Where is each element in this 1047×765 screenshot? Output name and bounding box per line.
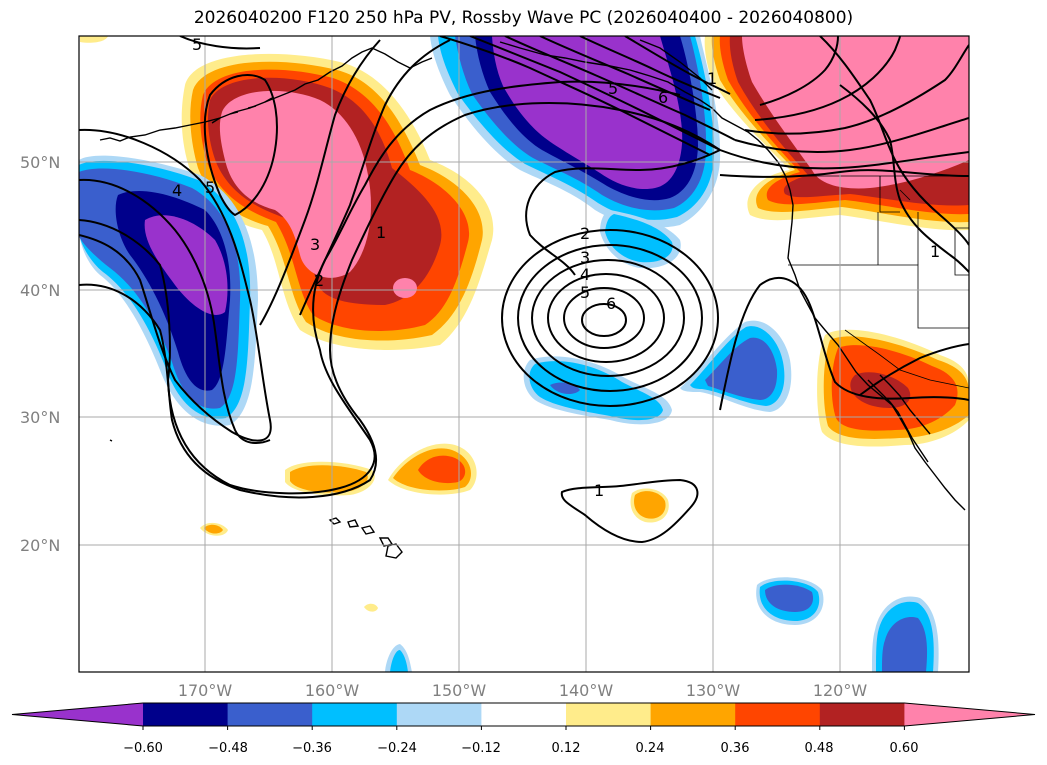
longitude-labels: 170°W 160°W 150°W 140°W 130°W 120°W	[178, 681, 868, 700]
lon-label: 170°W	[178, 681, 233, 700]
map-title: 2026040200 F120 250 hPa PV, Rossby Wave …	[193, 8, 854, 28]
country-borders	[788, 175, 969, 389]
pv-contours	[79, 36, 969, 544]
colorbar-tick-label: 0.60	[890, 741, 919, 756]
contour-label: 4	[580, 265, 590, 284]
lat-label: 30°N	[20, 408, 60, 427]
contour-label: 6	[658, 88, 668, 107]
lon-label: 130°W	[686, 681, 741, 700]
negative-anomaly-south	[385, 577, 939, 672]
colorbar-segment	[312, 703, 398, 726]
colorbar-tick-label: 0.36	[721, 741, 750, 756]
colorbar-tick-label: −0.24	[377, 741, 417, 756]
positive-anomaly-west-pacific	[181, 53, 494, 350]
colorbar-tick-labels: −0.60 −0.48 −0.36 −0.24 −0.12 0.12 0.24 …	[123, 741, 918, 756]
colorbar-tick-label: 0.24	[636, 741, 665, 756]
map-frame	[78, 35, 970, 673]
map-layers: 5 5 5 6 1 4 3 2 1 2 3 4 5 6 1 1	[79, 35, 969, 672]
colorbar-extend-high	[904, 703, 1035, 726]
colorbar-tick-label: 0.48	[805, 741, 834, 756]
lon-label: 160°W	[305, 681, 360, 700]
contour-label: 3	[310, 235, 320, 254]
contour-label: 2	[314, 271, 324, 290]
contour-label: 4	[172, 181, 182, 200]
contour-label: 1	[930, 242, 940, 261]
lon-label: 140°W	[559, 681, 614, 700]
gridlines	[79, 36, 969, 672]
colorbar-segment	[566, 703, 652, 726]
contour-label: 5	[608, 79, 618, 98]
contour-label: 3	[580, 248, 590, 267]
lat-label: 50°N	[20, 153, 60, 172]
colorbar-tick-label: 0.12	[552, 741, 581, 756]
colorbar-segment	[227, 703, 313, 726]
contour-label: 6	[606, 294, 616, 313]
lat-label: 20°N	[20, 536, 60, 555]
lat-label: 40°N	[20, 281, 60, 300]
colorbar-segment	[735, 703, 821, 726]
colorbar-tick-label: −0.36	[292, 741, 332, 756]
colorbar-segment	[650, 703, 736, 726]
contour-label: 2	[580, 224, 590, 243]
colorbar-segment	[819, 703, 905, 726]
contour-label: 5	[205, 178, 215, 197]
colorbar-tick-label: −0.12	[461, 741, 501, 756]
contour-label: 1	[376, 223, 386, 242]
contour-label: 1	[594, 481, 604, 500]
colorbar-segment	[396, 703, 482, 726]
contour-label: 1	[707, 69, 717, 88]
lon-label: 120°W	[813, 681, 868, 700]
colorbar-tick-label: −0.60	[123, 741, 163, 756]
colorbar-segment	[143, 703, 229, 726]
negative-anomaly-north-central	[430, 36, 721, 269]
contour-label: 5	[192, 35, 202, 54]
contour-label: 5	[580, 283, 590, 302]
colorbar	[11, 702, 1036, 730]
colorbar-tick-label: −0.48	[208, 741, 248, 756]
contour-labels: 5 5 5 6 1 4 3 2 1 2 3 4 5 6 1 1	[172, 35, 940, 500]
colorbar-segment	[481, 703, 567, 726]
latitude-labels: 50°N 40°N 30°N 20°N	[20, 153, 60, 555]
colorbar-extend-low	[12, 703, 143, 726]
lon-label: 150°W	[432, 681, 487, 700]
